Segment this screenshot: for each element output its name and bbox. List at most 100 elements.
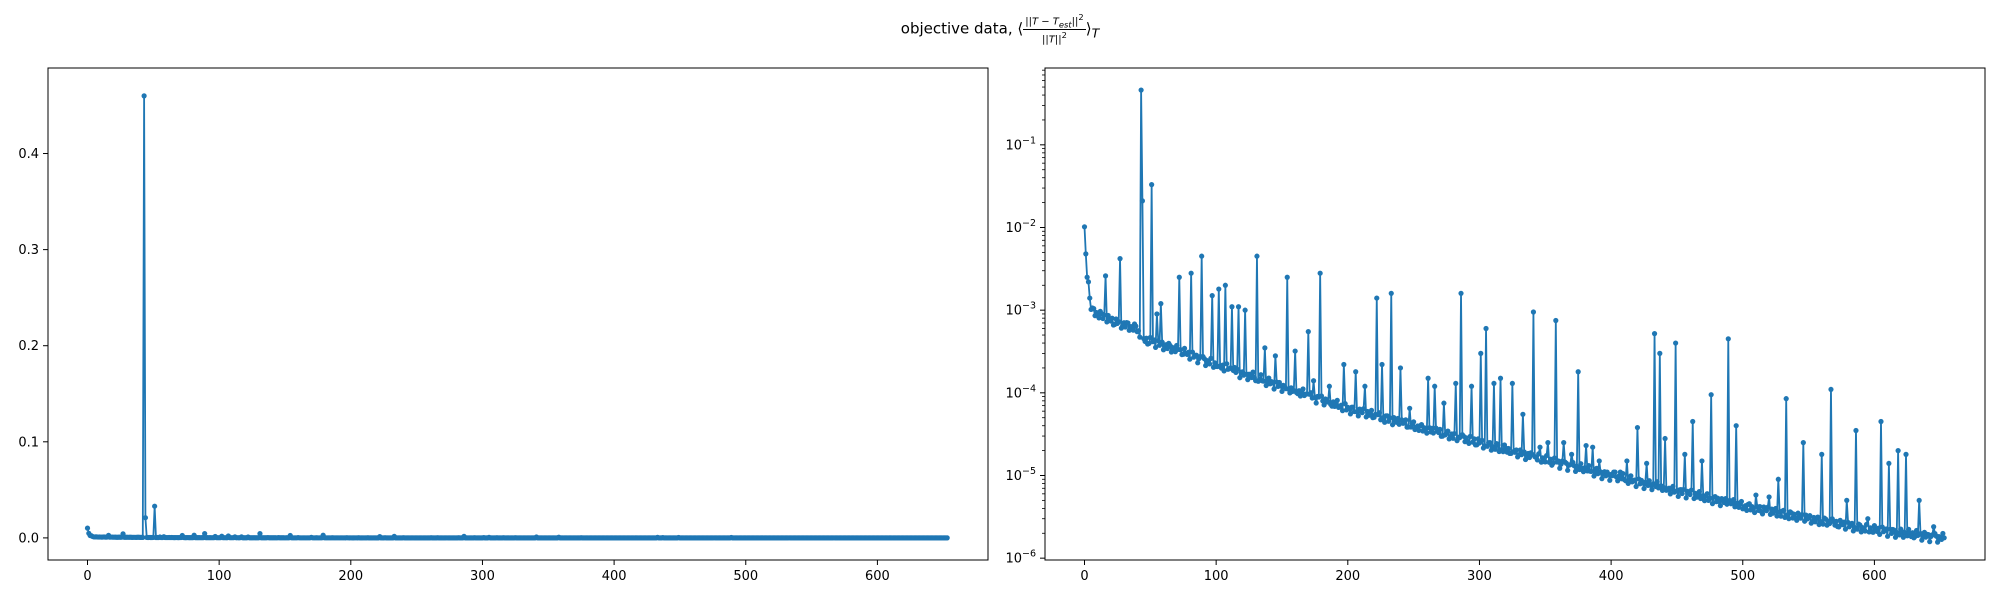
data-point xyxy=(1941,535,1947,541)
data-point xyxy=(1649,487,1655,493)
data-point xyxy=(1586,463,1592,469)
data-point xyxy=(1353,369,1359,375)
data-point xyxy=(1578,461,1584,467)
y-tick-label: 0.0 xyxy=(18,531,39,546)
data-point xyxy=(1185,349,1192,355)
y-tick-label: 0.2 xyxy=(18,339,39,354)
data-point xyxy=(1644,460,1650,467)
data-point xyxy=(1730,497,1737,503)
data-point xyxy=(1216,286,1222,292)
data-point xyxy=(1254,253,1260,259)
data-point xyxy=(1407,405,1413,411)
x-tick-label: 400 xyxy=(602,569,627,584)
data-point xyxy=(1437,426,1443,432)
data-point xyxy=(1122,324,1128,330)
data-point xyxy=(1812,519,1818,525)
data-point xyxy=(1159,339,1165,345)
data-point xyxy=(1206,361,1213,367)
data-point xyxy=(1878,418,1884,425)
data-point xyxy=(1317,270,1323,276)
data-point xyxy=(1326,383,1332,389)
data-point xyxy=(1807,513,1813,519)
data-point xyxy=(1149,182,1155,188)
data-point xyxy=(1654,479,1660,485)
data-point xyxy=(1222,282,1228,288)
title-left-angle: ⟨ xyxy=(1017,19,1024,38)
data-point xyxy=(1310,378,1317,384)
data-point xyxy=(1292,348,1298,354)
data-point xyxy=(1339,408,1346,414)
data-point xyxy=(1362,383,1368,389)
data-point xyxy=(1146,340,1152,347)
data-point xyxy=(1725,336,1731,342)
data-point xyxy=(1450,435,1456,441)
data-point xyxy=(1403,417,1409,423)
data-point xyxy=(1572,468,1579,474)
data-point xyxy=(1355,413,1361,419)
data-point xyxy=(1783,396,1789,402)
data-point xyxy=(1841,519,1847,525)
x-tick-label: 600 xyxy=(865,569,890,584)
data-point xyxy=(1854,526,1860,532)
data-point xyxy=(1594,465,1600,471)
data-point xyxy=(257,530,263,537)
data-point xyxy=(1160,347,1167,353)
data-point xyxy=(1690,418,1696,425)
data-point xyxy=(1479,437,1485,444)
data-point xyxy=(1819,451,1825,457)
data-point xyxy=(1646,478,1652,484)
data-point xyxy=(1688,487,1695,493)
data-point xyxy=(1483,325,1489,332)
axes-frame xyxy=(47,67,989,561)
data-point xyxy=(1651,331,1658,337)
data-point xyxy=(1670,483,1676,489)
data-point xyxy=(1102,273,1109,279)
data-point xyxy=(1361,406,1367,412)
data-point xyxy=(1376,410,1382,416)
data-point xyxy=(1709,501,1716,507)
data-point xyxy=(1583,442,1589,449)
data-point xyxy=(1696,488,1702,495)
data-point xyxy=(1475,436,1481,442)
data-point xyxy=(1815,514,1821,520)
title-fraction: ||T − Test||2 ||T||2 xyxy=(1023,12,1086,46)
data-point xyxy=(1389,422,1396,428)
data-point xyxy=(1497,375,1504,381)
data-point xyxy=(1478,350,1484,356)
data-point xyxy=(1724,501,1730,507)
data-point xyxy=(1786,516,1792,522)
data-point xyxy=(1624,458,1630,464)
data-point xyxy=(1544,452,1550,459)
data-point xyxy=(1906,526,1912,532)
data-point xyxy=(1561,440,1567,446)
data-point xyxy=(1641,485,1647,492)
data-point xyxy=(1575,369,1581,375)
data-point xyxy=(1607,477,1613,483)
data-point xyxy=(1441,400,1447,406)
data-point xyxy=(1900,534,1906,540)
data-point xyxy=(1338,402,1344,408)
title-numerator: ||T − Test||2 xyxy=(1023,12,1086,31)
data-point xyxy=(1513,447,1519,453)
data-point xyxy=(1752,509,1758,516)
data-point xyxy=(1258,372,1264,378)
data-point xyxy=(1266,375,1272,381)
data-point xyxy=(1537,444,1543,450)
data-point xyxy=(1491,380,1497,387)
data-point xyxy=(1884,533,1891,539)
data-point xyxy=(1341,361,1347,368)
series-line xyxy=(1083,89,1946,544)
data-point xyxy=(1628,473,1634,479)
data-point xyxy=(1187,356,1193,362)
data-point xyxy=(1903,451,1909,457)
data-point xyxy=(1263,382,1269,389)
data-point xyxy=(1662,435,1668,442)
data-point xyxy=(1139,198,1146,204)
data-point xyxy=(1657,350,1663,356)
series-markers xyxy=(84,93,950,541)
data-point xyxy=(1242,307,1248,313)
data-point xyxy=(1853,427,1859,434)
data-point xyxy=(1096,315,1102,321)
data-point xyxy=(1382,419,1388,425)
